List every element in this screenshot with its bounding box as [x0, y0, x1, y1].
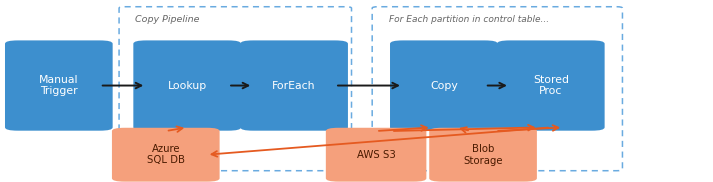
FancyBboxPatch shape	[112, 128, 220, 182]
FancyBboxPatch shape	[240, 40, 348, 131]
Text: Lookup: Lookup	[168, 81, 207, 90]
FancyBboxPatch shape	[133, 40, 241, 131]
Text: AWS S3: AWS S3	[356, 150, 396, 160]
Text: Azure
SQL DB: Azure SQL DB	[147, 144, 185, 165]
FancyBboxPatch shape	[429, 128, 537, 182]
Text: Blob
Storage: Blob Storage	[463, 144, 503, 165]
Text: For Each partition in control table...: For Each partition in control table...	[389, 15, 549, 24]
Text: Stored
Proc: Stored Proc	[533, 75, 569, 96]
FancyBboxPatch shape	[326, 128, 426, 182]
Text: Copy: Copy	[430, 81, 458, 90]
Text: Copy Pipeline: Copy Pipeline	[135, 15, 200, 24]
FancyBboxPatch shape	[497, 40, 605, 131]
FancyBboxPatch shape	[5, 40, 113, 131]
Text: ForEach: ForEach	[272, 81, 316, 90]
Text: Manual
Trigger: Manual Trigger	[39, 75, 78, 96]
FancyBboxPatch shape	[390, 40, 498, 131]
